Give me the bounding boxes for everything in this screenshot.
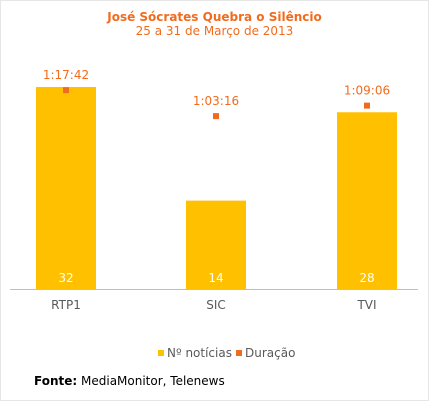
duration-label: 1:03:16 (193, 94, 239, 108)
duration-marker-sic (213, 113, 219, 120)
legend-label-duracao: Duração (245, 346, 295, 360)
legend-swatch-noticias (158, 350, 164, 356)
x-tick-label: SIC (206, 298, 226, 312)
legend-swatch-duracao (236, 350, 242, 356)
source-note: Fonte: MediaMonitor, Telenews (34, 374, 225, 388)
source-text: MediaMonitor, Telenews (81, 374, 225, 388)
x-tick-label: TVI (356, 298, 376, 312)
duration-marker-tvi (364, 102, 370, 109)
bar-value-label: 32 (58, 271, 73, 285)
duration-label: 1:09:06 (344, 84, 390, 98)
x-tick-label: RTP1 (51, 298, 81, 312)
duration-marker-rtp1 (63, 87, 69, 94)
source-label: Fonte: (34, 374, 78, 388)
bar-tvi (337, 112, 397, 289)
chart-subtitle: 25 a 31 de Março de 2013 (135, 24, 294, 38)
legend-label-noticias: Nº notícias (167, 346, 232, 360)
chart-title: José Sócrates Quebra o Silêncio (107, 10, 322, 24)
bar-value-label: 28 (359, 271, 374, 285)
bar-rtp1 (36, 87, 96, 289)
bar-sic (186, 200, 246, 289)
duration-label: 1:17:42 (43, 68, 89, 82)
bar-value-label: 14 (208, 271, 223, 285)
